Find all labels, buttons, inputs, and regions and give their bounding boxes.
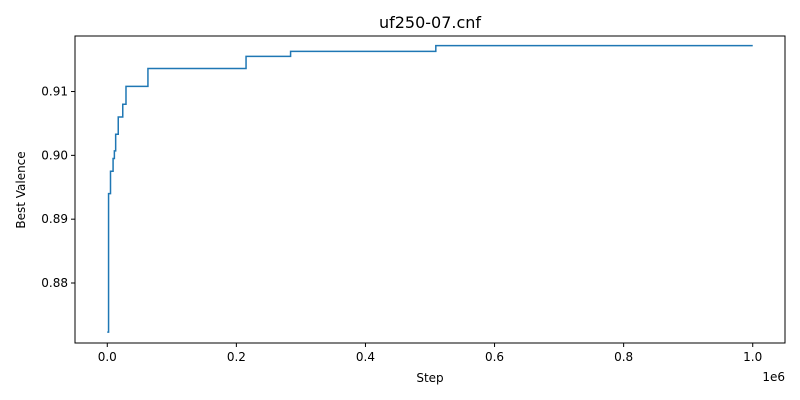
- chart-title: uf250-07.cnf: [379, 13, 481, 32]
- y-axis-ticks: 0.88 0.89 0.90 0.91: [41, 85, 75, 290]
- y-tick-label: 0.91: [41, 85, 68, 99]
- x-tick-label: 0.4: [356, 350, 375, 364]
- y-tick-label: 0.89: [41, 212, 68, 226]
- y-axis-label: Best Valence: [14, 151, 28, 228]
- series-line: [107, 44, 753, 333]
- x-axis-label: Step: [416, 371, 443, 385]
- x-tick-label: 0.6: [485, 350, 504, 364]
- y-tick-label: 0.90: [41, 148, 68, 162]
- x-tick-label: 0.2: [227, 350, 246, 364]
- x-tick-label: 1.0: [743, 350, 762, 364]
- x-tick-label: 0.8: [614, 350, 633, 364]
- x-axis-offset: 1e6: [762, 370, 785, 384]
- x-tick-label: 0.0: [98, 350, 117, 364]
- x-axis-ticks: 0.0 0.2 0.4 0.6 0.8 1.0: [98, 343, 762, 364]
- y-tick-label: 0.88: [41, 276, 68, 290]
- plot-frame: [74, 35, 786, 344]
